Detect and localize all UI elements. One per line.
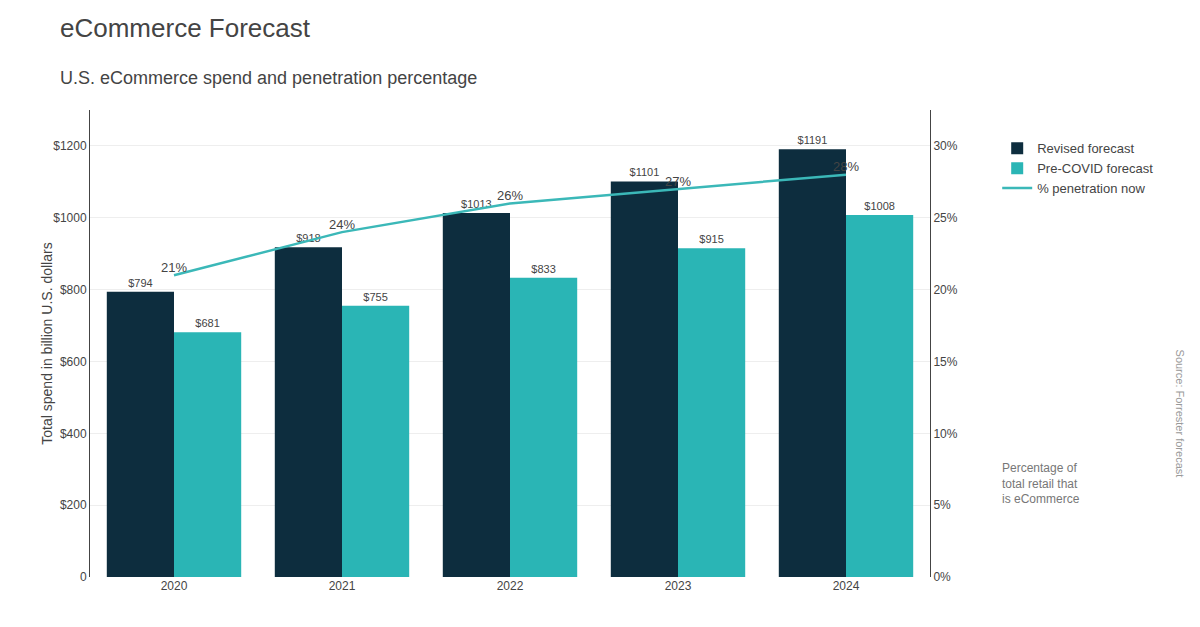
svg-text:$794: $794 — [128, 277, 152, 289]
svg-text:$915: $915 — [699, 233, 723, 245]
svg-text:27%: 27% — [665, 174, 691, 189]
svg-text:5%: 5% — [933, 498, 951, 512]
svg-text:2021: 2021 — [329, 579, 356, 593]
svg-text:20%: 20% — [933, 283, 957, 297]
svg-text:$1200: $1200 — [53, 139, 87, 153]
svg-text:2020: 2020 — [161, 579, 188, 593]
svg-text:Percentage oftotal retail that: Percentage oftotal retail thatis eCommer… — [1002, 461, 1080, 506]
svg-text:$1008: $1008 — [864, 200, 895, 212]
svg-text:$400: $400 — [60, 427, 87, 441]
svg-text:21%: 21% — [161, 260, 187, 275]
svg-text:$833: $833 — [531, 263, 555, 275]
svg-text:Pre-COVID forecast: Pre-COVID forecast — [1037, 161, 1153, 176]
svg-text:% penetration now: % penetration now — [1037, 181, 1145, 196]
svg-text:$200: $200 — [60, 498, 87, 512]
svg-text:U.S. eCommerce spend and penet: U.S. eCommerce spend and penetration per… — [60, 68, 477, 88]
svg-text:28%: 28% — [833, 159, 859, 174]
svg-text:$755: $755 — [363, 291, 387, 303]
svg-text:24%: 24% — [329, 217, 355, 232]
svg-text:Revised forecast: Revised forecast — [1037, 141, 1134, 156]
svg-text:15%: 15% — [933, 355, 957, 369]
svg-text:0%: 0% — [933, 570, 951, 584]
svg-text:$681: $681 — [195, 317, 219, 329]
svg-text:eCommerce Forecast: eCommerce Forecast — [60, 13, 311, 43]
svg-text:$800: $800 — [60, 283, 87, 297]
svg-text:Source: Forrester forecast: Source: Forrester forecast — [1174, 350, 1186, 478]
svg-text:10%: 10% — [933, 427, 957, 441]
svg-text:2022: 2022 — [497, 579, 524, 593]
svg-text:$1101: $1101 — [630, 166, 660, 178]
svg-text:Total spend in billion U.S. do: Total spend in billion U.S. dollars — [39, 242, 55, 444]
svg-text:26%: 26% — [497, 188, 523, 203]
svg-text:25%: 25% — [933, 211, 957, 225]
svg-text:$600: $600 — [60, 355, 87, 369]
svg-text:$918: $918 — [296, 232, 320, 244]
svg-text:2024: 2024 — [833, 579, 860, 593]
svg-text:$1000: $1000 — [53, 211, 87, 225]
svg-text:0: 0 — [80, 570, 87, 584]
svg-text:$1013: $1013 — [461, 198, 492, 210]
svg-text:2023: 2023 — [665, 579, 692, 593]
svg-text:$1191: $1191 — [798, 134, 828, 146]
svg-text:30%: 30% — [933, 139, 957, 153]
